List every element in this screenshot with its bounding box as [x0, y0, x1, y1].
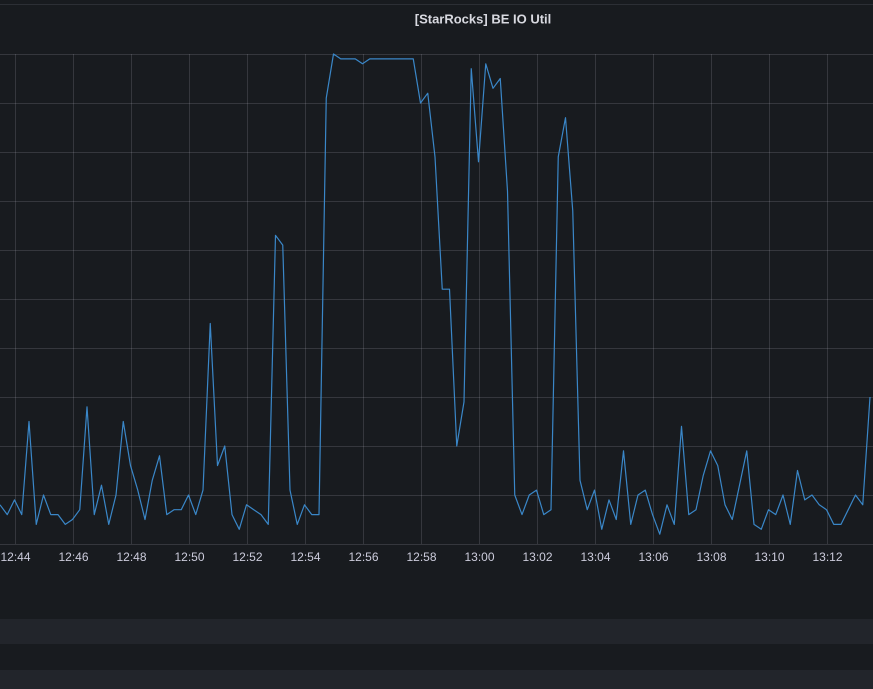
- chart-title[interactable]: [StarRocks] BE IO Util: [415, 11, 552, 26]
- x-tick-label: 13:02: [522, 550, 552, 564]
- x-tick-label: 12:50: [174, 550, 204, 564]
- x-tick-label: 13:04: [580, 550, 610, 564]
- data-line: [0, 53, 871, 535]
- x-tick-label: 13:08: [696, 550, 726, 564]
- row-band: [0, 619, 873, 644]
- x-tick-label: 12:58: [406, 550, 436, 564]
- x-tick-label: 13:10: [754, 550, 784, 564]
- x-tick-label: 12:54: [290, 550, 320, 564]
- x-tick-label: 12:48: [116, 550, 146, 564]
- x-tick-label: 13:00: [464, 550, 494, 564]
- x-tick-label: 12:56: [348, 550, 378, 564]
- x-tick-label: 12:44: [0, 550, 30, 564]
- row-band: [0, 670, 873, 689]
- x-tick-label: 12:46: [58, 550, 88, 564]
- x-tick-label: 12:52: [232, 550, 262, 564]
- x-tick-label: 13:06: [638, 550, 668, 564]
- x-tick-label: 13:12: [812, 550, 842, 564]
